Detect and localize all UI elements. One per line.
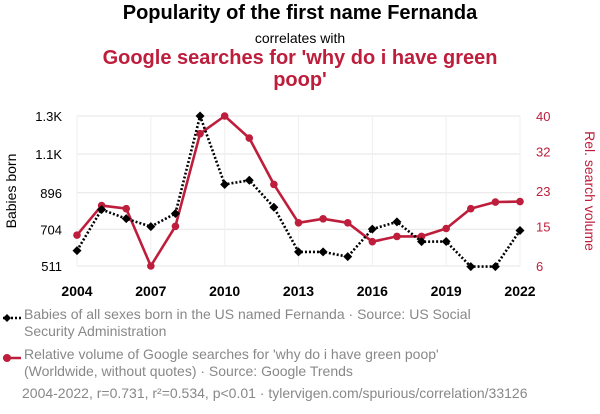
x-tick-label: 2010 <box>209 283 240 299</box>
searches-point <box>417 232 426 241</box>
chart-title: Popularity of the first name Fernanda <box>122 2 478 24</box>
x-axis-ticks: 2004 2007 2010 2013 2016 2019 2022 <box>61 283 535 299</box>
searches-point <box>220 112 229 120</box>
legend-label-babies: Babies of all sexes born in the US named… <box>24 306 471 339</box>
x-tick-label: 2022 <box>504 283 535 299</box>
babies-point <box>195 111 205 121</box>
x-tick-label: 2016 <box>357 283 388 299</box>
searches-point <box>245 134 254 142</box>
series-layer <box>72 111 525 272</box>
right-tick-label: 40 <box>536 109 550 124</box>
babies-point <box>220 179 230 189</box>
babies-point <box>441 236 451 246</box>
searches-point <box>343 218 352 227</box>
searches-point <box>393 232 401 241</box>
searches-point <box>491 198 500 206</box>
legend-swatch-searches <box>3 354 21 362</box>
right-tick-label: 6 <box>536 259 543 274</box>
babies-point <box>417 237 427 247</box>
searches-point <box>270 180 278 189</box>
left-tick-label: 511 <box>41 259 62 274</box>
right-tick-label: 23 <box>536 184 550 199</box>
babies-point <box>515 225 525 235</box>
left-axis-ticks: 511 704 896 1.1K 1.3K <box>35 109 62 274</box>
babies-point <box>170 209 180 219</box>
x-tick-label: 2019 <box>431 283 462 299</box>
right-tick-label: 15 <box>536 219 550 234</box>
searches-point <box>442 224 450 233</box>
right-axis-label: Rel. search volume <box>582 131 598 251</box>
chart-title-secondary: Google searches for 'why do i have green… <box>102 47 498 91</box>
babies-point <box>466 262 476 272</box>
searches-point <box>319 214 327 223</box>
babies-point <box>318 247 328 257</box>
grid-lines <box>76 115 521 267</box>
legend-label-searches: Relative volume of Google searches for '… <box>24 346 439 379</box>
legend-swatch-babies <box>3 314 21 322</box>
left-tick-label: 1.3K <box>35 109 62 124</box>
babies-point <box>72 246 82 256</box>
right-tick-label: 32 <box>536 144 550 159</box>
babies-point <box>343 252 353 262</box>
babies-point <box>490 262 500 272</box>
babies-point <box>97 205 107 215</box>
chart-subtitle: correlates with <box>254 30 346 46</box>
chart-footer: 2004-2022, r=0.731, r²=0.534, p<0.01 · t… <box>22 385 528 401</box>
babies-point <box>269 202 279 212</box>
babies-point <box>244 175 254 185</box>
x-tick-label: 2013 <box>283 283 314 299</box>
searches-point <box>147 262 155 270</box>
babies-point <box>146 222 156 232</box>
left-axis-label: Babies born <box>3 154 19 229</box>
searches-point <box>294 218 303 227</box>
searches-point <box>466 204 475 213</box>
left-tick-label: 1.1K <box>35 147 62 162</box>
babies-point <box>367 224 377 234</box>
searches-point <box>516 197 524 206</box>
searches-point <box>73 231 81 239</box>
searches-point <box>122 204 131 213</box>
right-axis-ticks: 6 15 23 32 40 <box>536 109 550 274</box>
babies-point <box>121 214 131 224</box>
searches-point <box>368 237 377 246</box>
babies-point <box>294 247 303 257</box>
x-tick-label: 2007 <box>135 283 166 299</box>
searches-point <box>171 222 180 231</box>
x-tick-label: 2004 <box>61 283 92 299</box>
left-tick-label: 896 <box>40 186 62 201</box>
babies-point <box>392 217 402 227</box>
searches-point <box>196 129 204 138</box>
left-tick-label: 704 <box>40 222 62 237</box>
line-chart: 511 704 896 1.1K 1.3K 6 15 23 32 40 2004 2007 2010… <box>3 109 598 299</box>
